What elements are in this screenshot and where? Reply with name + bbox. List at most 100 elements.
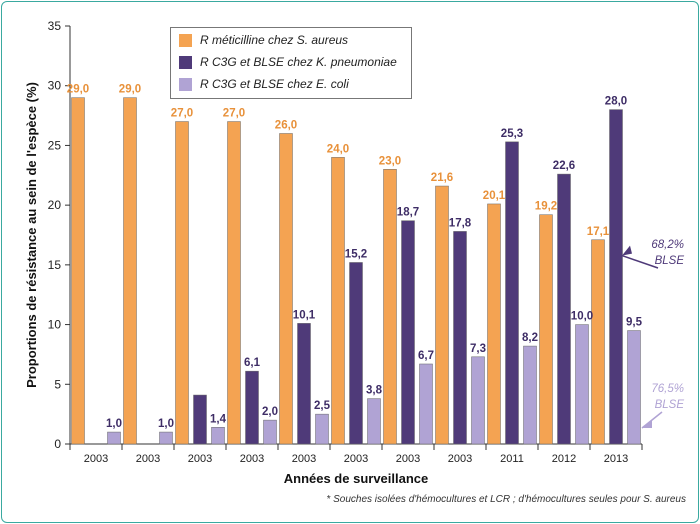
bar-s-aureus — [279, 133, 293, 445]
annotation-e-coli-percent: 76,5% — [651, 383, 684, 395]
data-label-e-coli: 8,2 — [522, 332, 538, 344]
x-tick-label: 2003 — [240, 453, 264, 465]
bar-e-coli — [367, 398, 381, 445]
bar-k-pneumoniae — [245, 370, 259, 445]
x-tick-label: 2003 — [448, 453, 472, 465]
footnote: * Souches isolées d'hémocultures et LCR … — [326, 494, 686, 505]
bar-k-pneumoniae — [193, 394, 207, 445]
annotation-k-pneumoniae-arrow — [621, 254, 659, 269]
x-tick-label: 2003 — [292, 453, 316, 465]
data-label-e-coli: 1,0 — [158, 418, 174, 430]
data-label-k-pneumoniae: 22,6 — [553, 160, 575, 172]
x-tick-label: 2003 — [344, 453, 368, 465]
x-tick-label: 2013 — [604, 453, 628, 465]
y-tick-label: 30 — [48, 79, 62, 93]
bar-s-aureus — [331, 157, 345, 445]
x-axis-title: Années de surveillance — [284, 471, 429, 486]
data-label-k-pneumoniae: 25,3 — [501, 128, 523, 140]
data-label-e-coli: 10,0 — [571, 311, 593, 323]
bar-s-aureus — [227, 121, 241, 445]
bar-k-pneumoniae — [401, 220, 415, 445]
data-label-k-pneumoniae: 17,8 — [449, 217, 472, 229]
data-label-k-pneumoniae: 10,1 — [293, 309, 316, 321]
bar-s-aureus — [71, 97, 85, 445]
x-tick-label: 2003 — [396, 453, 420, 465]
data-label-k-pneumoniae: 28,0 — [605, 96, 627, 108]
data-label-s-aureus: 27,0 — [223, 108, 245, 120]
data-label-s-aureus: 17,1 — [587, 226, 610, 238]
bar-k-pneumoniae — [557, 173, 571, 445]
bar-e-coli — [159, 431, 173, 445]
y-tick-label: 5 — [54, 377, 61, 391]
legend-item-s-aureus: R méticilline chez S. aureus — [179, 32, 348, 48]
bar-e-coli — [211, 427, 225, 445]
y-axis-title: Proportions de résistance au sein de l'e… — [24, 82, 39, 388]
bar-s-aureus — [591, 239, 605, 445]
y-tick-label: 20 — [48, 198, 62, 212]
y-tick-label: 35 — [48, 19, 62, 33]
legend-label-e-coli: R C3G et BLSE chez E. coli — [200, 77, 349, 91]
bar-e-coli — [419, 363, 433, 445]
bar-s-aureus — [383, 169, 397, 445]
legend-swatch-e-coli — [179, 77, 192, 91]
bar-k-pneumoniae — [349, 262, 363, 445]
bar-e-coli — [523, 345, 537, 445]
data-label-e-coli: 7,3 — [470, 343, 486, 355]
data-label-k-pneumoniae: 6,1 — [244, 357, 261, 369]
bar-e-coli — [315, 413, 329, 445]
data-label-e-coli: 1,4 — [210, 413, 227, 425]
data-label-e-coli: 1,0 — [106, 418, 122, 430]
bar-k-pneumoniae — [505, 141, 519, 445]
annotation-k-pneumoniae-arrowhead — [622, 245, 632, 256]
bar-s-aureus — [123, 97, 137, 445]
bar-s-aureus — [175, 121, 189, 445]
y-tick-label: 25 — [48, 138, 62, 152]
bar-k-pneumoniae — [453, 231, 467, 445]
data-label-s-aureus: 23,0 — [379, 155, 401, 167]
x-tick-label: 2012 — [552, 453, 576, 465]
data-label-e-coli: 3,8 — [366, 385, 383, 397]
data-label-s-aureus: 29,0 — [67, 84, 89, 96]
legend: R méticilline chez S. aureus R C3G et BL… — [170, 27, 412, 99]
data-label-s-aureus: 21,6 — [431, 172, 453, 184]
data-label-s-aureus: 19,2 — [535, 201, 557, 213]
legend-swatch-s-aureus — [179, 33, 192, 47]
x-tick-label: 2003 — [84, 453, 108, 465]
data-label-e-coli: 2,5 — [314, 400, 331, 412]
data-label-s-aureus: 26,0 — [275, 119, 297, 131]
data-label-k-pneumoniae: 18,7 — [397, 207, 419, 219]
legend-swatch-k-pneumoniae — [179, 55, 192, 69]
annotation-k-pneumoniae-label: BLSE — [655, 255, 685, 267]
bar-e-coli — [627, 330, 641, 445]
bar-s-aureus — [435, 185, 449, 445]
data-label-s-aureus: 29,0 — [119, 84, 141, 96]
data-label-e-coli: 9,5 — [626, 317, 643, 329]
bar-e-coli — [471, 356, 485, 445]
bar-k-pneumoniae — [297, 323, 311, 445]
legend-item-k-pneumoniae: R C3G et BLSE chez K. pneumoniae — [179, 54, 397, 70]
x-tick-label: 2003 — [188, 453, 212, 465]
x-tick-label: 2011 — [500, 453, 524, 465]
bar-e-coli — [575, 324, 589, 445]
annotation-e-coli-label: BLSE — [655, 399, 685, 411]
x-tick-label: 2003 — [136, 453, 160, 465]
data-label-e-coli: 6,7 — [418, 350, 434, 362]
y-tick-label: 15 — [48, 258, 62, 272]
legend-item-e-coli: R C3G et BLSE chez E. coli — [179, 76, 349, 92]
annotation-k-pneumoniae-percent: 68,2% — [651, 239, 684, 251]
y-tick-label: 0 — [54, 437, 61, 451]
y-tick-label: 10 — [48, 318, 62, 332]
data-label-k-pneumoniae: 15,2 — [345, 248, 367, 260]
bar-s-aureus — [487, 203, 501, 445]
bar-s-aureus — [539, 214, 553, 445]
data-label-s-aureus: 20,1 — [483, 190, 506, 202]
data-label-s-aureus: 24,0 — [327, 143, 349, 155]
legend-label-k-pneumoniae: R C3G et BLSE chez K. pneumoniae — [200, 55, 397, 69]
legend-label-s-aureus: R méticilline chez S. aureus — [200, 33, 349, 47]
annotation-e-coli-arrowhead — [642, 420, 652, 428]
data-label-s-aureus: 27,0 — [171, 108, 193, 120]
data-label-e-coli: 2,0 — [262, 406, 278, 418]
bar-e-coli — [263, 419, 277, 445]
bar-k-pneumoniae — [609, 109, 623, 445]
